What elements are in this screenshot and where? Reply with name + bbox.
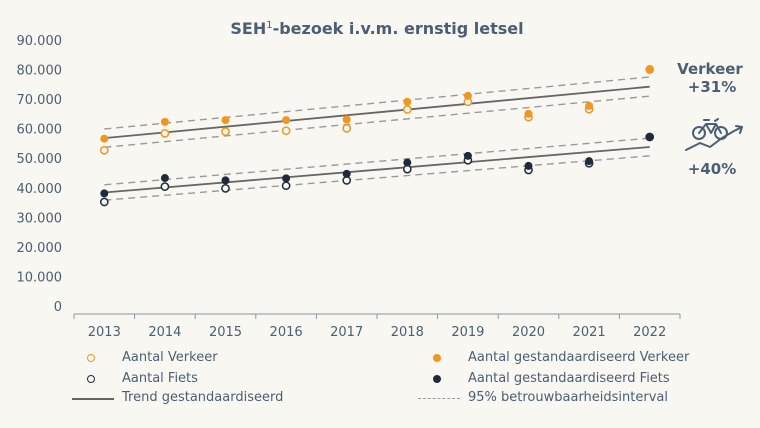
aantal-gestandaardiseerd-fiets-point bbox=[342, 169, 351, 178]
verkeer-change-label: +31% bbox=[688, 78, 736, 96]
aantal-verkeer-point bbox=[160, 129, 170, 138]
aantal-gestandaardiseerd-verkeer-point bbox=[221, 116, 230, 125]
data-points bbox=[99, 64, 655, 207]
y-axis: 0 10.000 20.000 30.000 40.000 50.000 60.000 70.… bbox=[17, 34, 63, 315]
x-tick-label: 2015 bbox=[209, 325, 242, 340]
y-tick-label: 10.000 bbox=[17, 270, 63, 285]
x-tick-label: 2016 bbox=[270, 325, 303, 340]
aantal-fiets-point bbox=[221, 184, 230, 193]
aantal-gestandaardiseerd-verkeer-point bbox=[100, 134, 109, 143]
aantal-gestandaardiseerd-verkeer-point bbox=[160, 117, 169, 126]
x-tick-label: 2019 bbox=[451, 325, 484, 340]
x-tick-label: 2020 bbox=[512, 325, 545, 340]
verkeer-interval-upper bbox=[104, 76, 650, 130]
aantal-gestandaardiseerd-verkeer-point bbox=[463, 91, 472, 100]
fiets-interval-upper bbox=[104, 137, 650, 186]
y-tick-label: 20.000 bbox=[17, 241, 63, 256]
aantal-gestandaardiseerd-fiets-point bbox=[160, 174, 169, 183]
verkeer-trend-line bbox=[104, 85, 650, 140]
aantal-gestandaardiseerd-fiets-point bbox=[282, 174, 291, 183]
x-tick-label: 2014 bbox=[148, 325, 181, 340]
aantal-verkeer-point bbox=[402, 105, 412, 114]
fiets-change-label: +40% bbox=[688, 160, 736, 178]
aantal-gestandaardiseerd-verkeer-point bbox=[585, 101, 594, 110]
y-tick-label: 60.000 bbox=[17, 123, 63, 138]
aantal-gestandaardiseerd-fiets-point bbox=[463, 151, 472, 160]
aantal-fiets-point bbox=[160, 182, 170, 191]
aantal-verkeer-point bbox=[99, 145, 109, 155]
aantal-gestandaardiseerd-verkeer-point bbox=[342, 115, 351, 124]
aantal-fiets-point bbox=[99, 197, 109, 207]
confidence-intervals bbox=[104, 76, 650, 201]
fiets-trend-line bbox=[104, 146, 650, 194]
x-tick-label: 2021 bbox=[573, 325, 606, 340]
y-tick-label: 30.000 bbox=[17, 211, 63, 226]
aantal-gestandaardiseerd-fiets-point bbox=[221, 176, 230, 185]
y-tick-label: 0 bbox=[54, 300, 62, 315]
bicycle-icon bbox=[692, 118, 728, 140]
aantal-gestandaardiseerd-fiets-point bbox=[524, 161, 533, 170]
aantal-gestandaardiseerd-verkeer-point bbox=[524, 109, 533, 118]
verkeer-interval-lower bbox=[104, 95, 650, 148]
aantal-gestandaardiseerd-verkeer-point bbox=[403, 97, 412, 106]
x-tick-label: 2018 bbox=[391, 325, 424, 340]
aantal-fiets-point bbox=[281, 181, 291, 191]
aantal-gestandaardiseerd-verkeer-point bbox=[282, 116, 291, 125]
x-tick-label: 2017 bbox=[330, 325, 363, 340]
trend-lines bbox=[104, 85, 650, 194]
y-tick-label: 40.000 bbox=[17, 182, 63, 197]
aantal-verkeer-point bbox=[281, 126, 291, 136]
verkeer-label: Verkeer bbox=[677, 60, 743, 78]
aantal-gestandaardiseerd-fiets-point bbox=[403, 158, 412, 167]
aantal-gestandaardiseerd-fiets-point bbox=[585, 157, 594, 166]
aantal-gestandaardiseerd-fiets-point bbox=[645, 133, 654, 142]
upward-trend-arrow-icon bbox=[685, 125, 743, 151]
aantal-verkeer-point bbox=[221, 127, 230, 136]
y-tick-label: 80.000 bbox=[17, 64, 63, 79]
x-tick-label: 2022 bbox=[633, 325, 666, 340]
x-tick-label: 2013 bbox=[88, 325, 121, 340]
aantal-gestandaardiseerd-fiets-point bbox=[100, 189, 109, 198]
aantal-gestandaardiseerd-verkeer-point bbox=[645, 64, 654, 73]
fiets-interval-lower bbox=[104, 155, 650, 201]
y-tick-label: 50.000 bbox=[17, 152, 63, 167]
chart-title: SEH1-bezoek i.v.m. ernstig letsel bbox=[230, 19, 523, 38]
x-axis: 2013 2014 2015 2016 2017 2018 2019 2020 2021 2022 bbox=[73, 313, 681, 340]
aantal-verkeer-point bbox=[342, 124, 352, 133]
y-tick-label: 90.000 bbox=[17, 34, 63, 49]
y-tick-label: 70.000 bbox=[17, 93, 63, 108]
